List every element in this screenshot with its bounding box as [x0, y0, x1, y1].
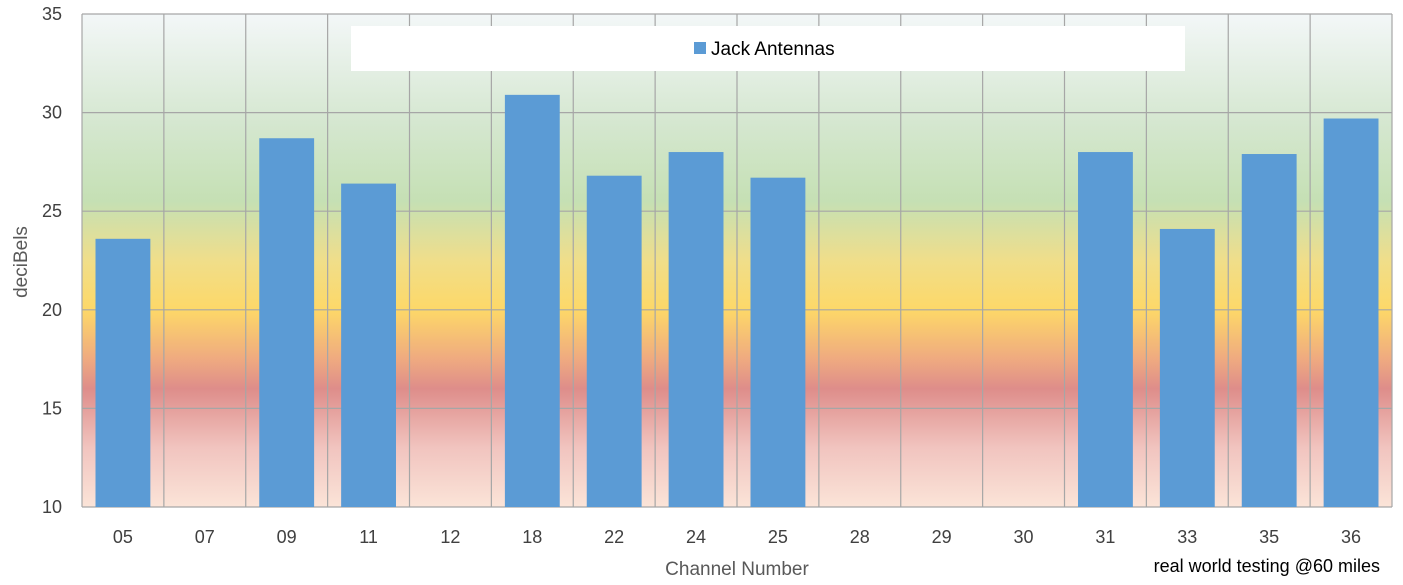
bar-25 [750, 177, 806, 507]
bar-36 [1323, 118, 1379, 508]
x-tick-label: 33 [1177, 527, 1197, 547]
x-tick-label: 18 [522, 527, 542, 547]
chart-annotation: real world testing @60 miles [1154, 556, 1380, 576]
bar-24 [668, 152, 724, 508]
x-tick-label: 12 [440, 527, 460, 547]
x-axis-title: Channel Number [665, 559, 809, 580]
y-axis-title: deciBels [11, 226, 32, 298]
y-tick-label: 35 [42, 4, 62, 24]
bar-09 [259, 138, 315, 507]
bar-31 [1078, 152, 1133, 508]
bars [95, 94, 1379, 508]
x-tick-label: 28 [850, 527, 870, 547]
legend-label: Jack Antennas [711, 39, 835, 60]
x-tick-label: 24 [686, 527, 706, 547]
bar-11 [341, 183, 396, 508]
x-tick-label: 07 [195, 527, 215, 547]
y-tick-label: 10 [42, 497, 62, 517]
legend: Jack Antennas [351, 26, 1185, 71]
x-tick-label: 25 [768, 527, 788, 547]
bar-18 [504, 94, 560, 508]
bar-22 [586, 175, 642, 508]
y-tick-label: 20 [42, 300, 62, 320]
x-tick-label: 35 [1259, 527, 1279, 547]
bar-05 [95, 238, 151, 508]
x-tick-label: 36 [1341, 527, 1361, 547]
y-tick-label: 25 [42, 201, 62, 221]
y-tick-label: 15 [42, 398, 62, 418]
x-tick-label: 29 [932, 527, 952, 547]
x-axis-ticks: 05 07 09 11 12 18 22 24 25 28 29 30 31 33 35 36 [113, 527, 1361, 547]
y-axis-ticks: 10 15 20 25 30 35 [42, 4, 62, 517]
x-tick-label: 09 [277, 527, 297, 547]
legend-swatch [694, 42, 706, 54]
x-tick-label: 11 [359, 527, 378, 547]
bar-35 [1241, 154, 1297, 507]
bar-33 [1159, 228, 1215, 507]
x-tick-label: 22 [604, 527, 624, 547]
x-tick-label: 30 [1014, 527, 1034, 547]
x-tick-label: 05 [113, 527, 133, 547]
x-tick-label: 31 [1095, 527, 1115, 547]
y-tick-label: 30 [42, 103, 62, 123]
legend-box [351, 26, 1185, 71]
